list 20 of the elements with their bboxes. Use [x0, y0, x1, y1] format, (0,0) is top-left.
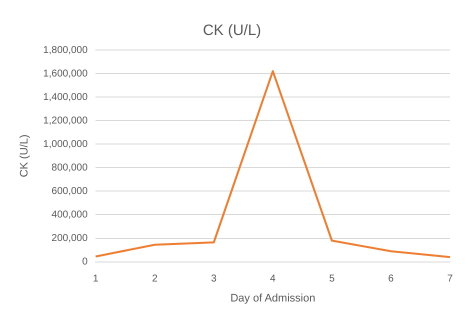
- y-tick-label: 200,000: [52, 233, 88, 244]
- y-tick-label: 600,000: [52, 186, 88, 197]
- y-tick-label: 1,800,000: [43, 44, 88, 56]
- x-tick-label: 1: [92, 274, 99, 285]
- x-tick-label: 4: [270, 274, 276, 285]
- chart-title: CK (U/L): [202, 22, 262, 40]
- y-tick-label: 1,200,000: [43, 115, 88, 126]
- y-tick-label: 400,000: [52, 209, 88, 220]
- y-axis-title: CK (U/L): [18, 134, 31, 178]
- y-tick-label: 1,600,000: [43, 68, 88, 80]
- y-tick-label: 1,400,000: [43, 92, 88, 103]
- x-tick-label: 2: [152, 274, 158, 285]
- x-tick-label: 5: [329, 274, 336, 285]
- y-tick-label: 1,000,000: [43, 138, 88, 150]
- x-tick-label: 3: [211, 274, 218, 285]
- x-tick-label: 6: [388, 274, 394, 285]
- x-axis-title: Day of Admission: [230, 292, 316, 304]
- y-tick-label: 0: [82, 256, 88, 268]
- y-tick-label: 800,000: [52, 162, 88, 174]
- x-tick-label: 7: [447, 274, 454, 285]
